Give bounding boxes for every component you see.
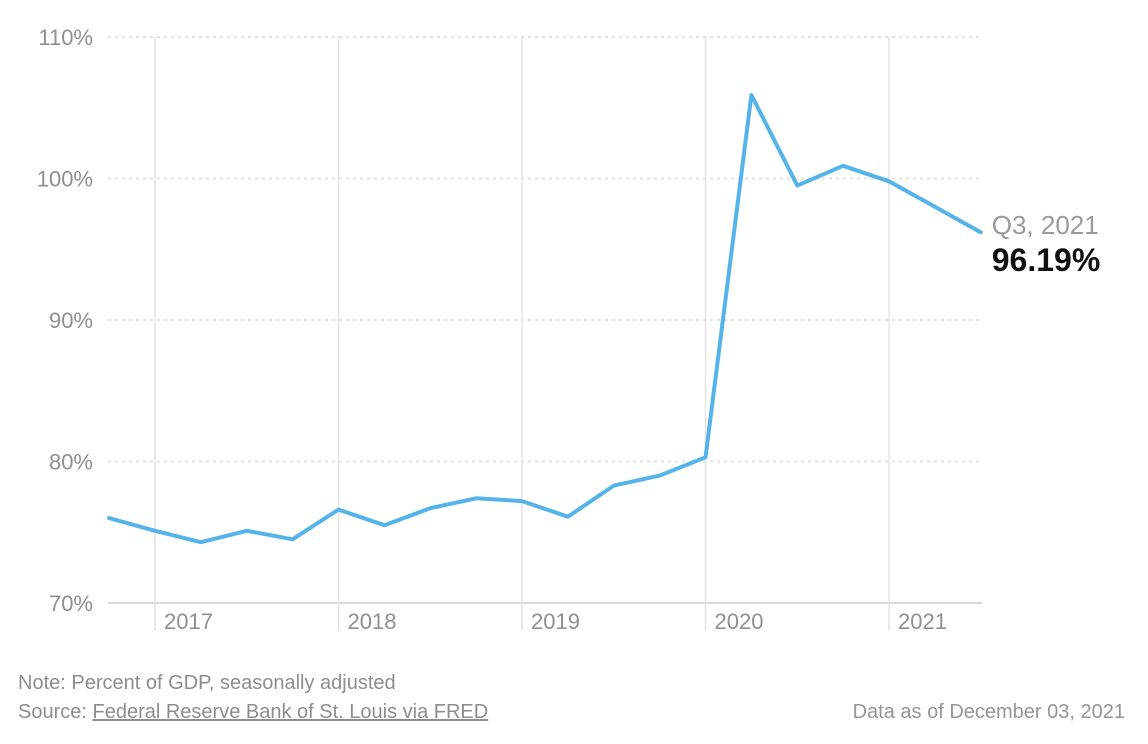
x-axis-tick-label: 2017 — [164, 609, 213, 634]
annotation-period-label: Q3, 2021 — [991, 210, 1099, 241]
x-axis-tick-label: 2020 — [715, 609, 764, 634]
source-prefix: Source: — [18, 701, 93, 723]
y-axis-tick-label: 70% — [49, 591, 93, 616]
x-axis-tick-label: 2018 — [348, 609, 397, 634]
y-axis-tick-label: 80% — [49, 450, 93, 475]
y-axis-tick-label: 100% — [37, 167, 93, 192]
y-axis-tick-label: 110% — [38, 25, 93, 50]
data-line — [107, 93, 983, 545]
chart-note: Note: Percent of GDP, seasonally adjuste… — [18, 672, 396, 694]
annotation-value: 96.19% — [991, 242, 1101, 279]
chart-source: Source: Federal Reserve Bank of St. Loui… — [18, 701, 488, 724]
y-axis-tick-label: 90% — [49, 308, 93, 333]
x-axis-tick-label: 2019 — [531, 609, 580, 634]
chart-area: 110% 100% 90% 80% 70% 2017 2018 2019 2020 2021 Q3… — [37, 25, 1101, 634]
x-axis-tick-label: 2021 — [898, 609, 947, 634]
data-as-of: Data as of December 03, 2021 — [852, 701, 1125, 723]
latest-point-annotation: Q3, 2021 96.19% — [992, 211, 1101, 279]
source-link[interactable]: Federal Reserve Bank of St. Louis via FR… — [92, 701, 489, 723]
line-chart: 110% 100% 90% 80% 70% 2017 2018 2019 2020 2021 — [37, 25, 983, 634]
